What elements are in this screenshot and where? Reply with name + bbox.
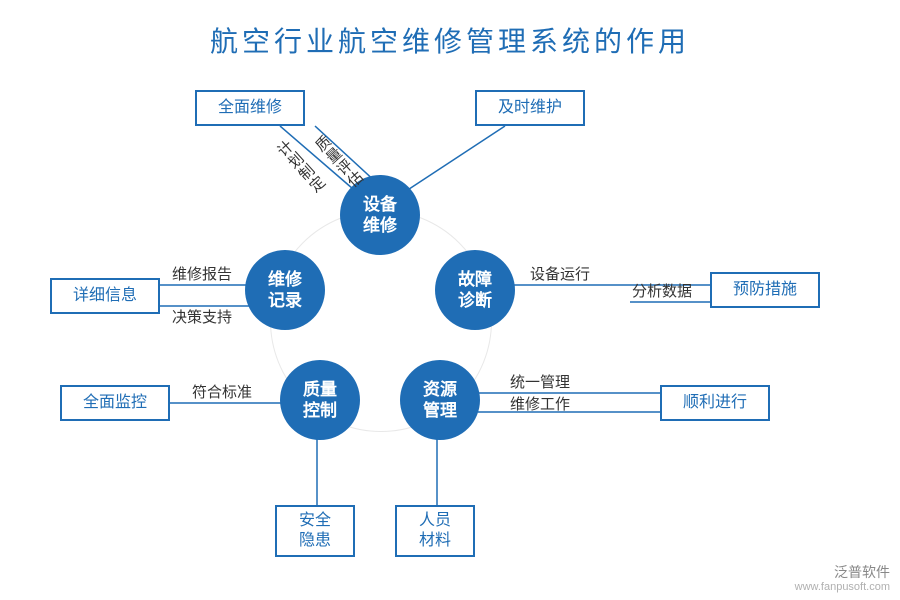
- circle-fault-diag: 故障 诊断: [435, 250, 515, 330]
- connector-label: 设备运行: [530, 263, 590, 284]
- box-timely-maint: 及时维护: [475, 90, 585, 126]
- page-title: 航空行业航空维修管理系统的作用: [0, 20, 900, 60]
- connector-label: 维修报告: [172, 263, 232, 284]
- box-safety: 安全 隐患: [275, 505, 355, 557]
- watermark-url: www.fanpusoft.com: [795, 581, 890, 593]
- circle-repair-record: 维修 记录: [245, 250, 325, 330]
- box-smooth: 顺利进行: [660, 385, 770, 421]
- box-prevent: 预防措施: [710, 272, 820, 308]
- box-full-monitor: 全面监控: [60, 385, 170, 421]
- diagram-stage: 航空行业航空维修管理系统的作用 设备 维修故障 诊断资源 管理质量 控制维修 记…: [0, 0, 900, 600]
- connector-label: 统一管理: [510, 371, 570, 392]
- box-detail-info: 详细信息: [50, 278, 160, 314]
- box-full-repair: 全面维修: [195, 90, 305, 126]
- connector-label: 维修工作: [510, 393, 570, 414]
- circle-resource-mgmt: 资源 管理: [400, 360, 480, 440]
- watermark: 泛普软件 www.fanpusoft.com: [795, 564, 890, 594]
- circle-quality-ctrl: 质量 控制: [280, 360, 360, 440]
- connector-label: 决策支持: [172, 306, 232, 327]
- connector-label: 分析数据: [632, 280, 692, 301]
- watermark-brand: 泛普软件: [834, 564, 890, 580]
- connector-label: 符合标准: [192, 381, 252, 402]
- box-personnel: 人员 材料: [395, 505, 475, 557]
